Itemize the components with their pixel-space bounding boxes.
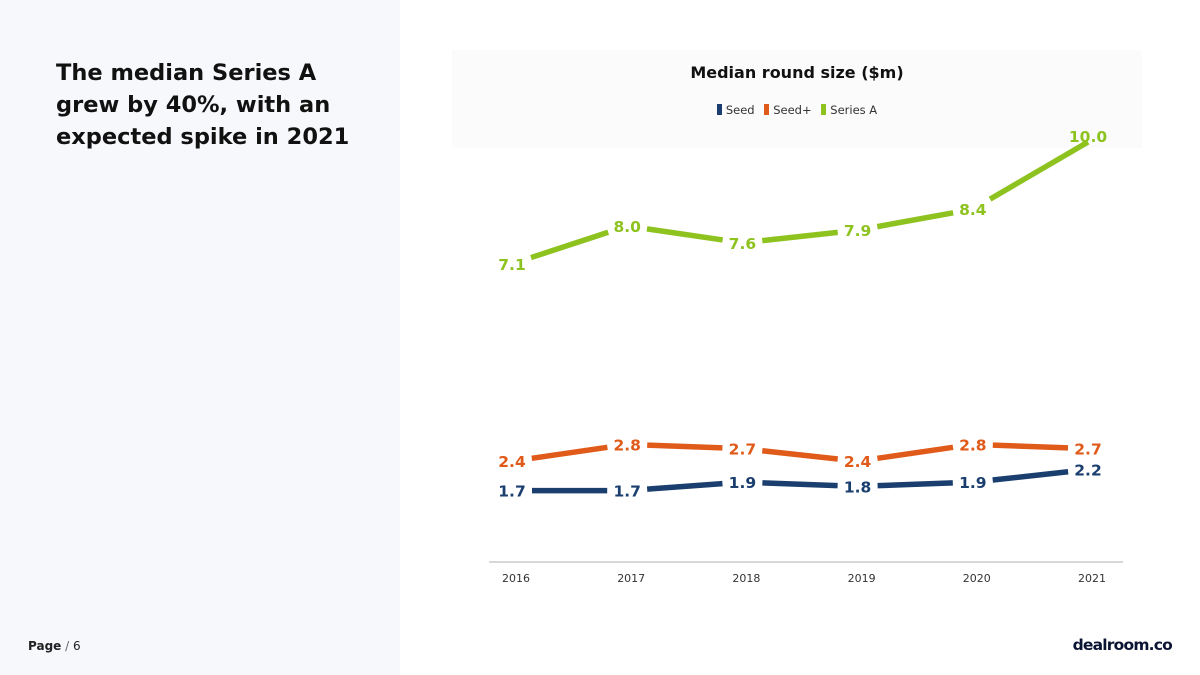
- series-line-series-a: [646, 226, 724, 243]
- dealroom-logo: dealroom.co: [1072, 636, 1173, 654]
- legend-item-seed: Seed: [716, 103, 755, 117]
- series-line-seed-plus: [647, 442, 723, 451]
- data-label-seed-plus: 2.7: [729, 441, 756, 459]
- page-number: 6: [73, 639, 81, 653]
- legend-label-seed-plus: Seed+: [773, 103, 812, 117]
- data-label-series-a: 7.6: [729, 235, 756, 253]
- data-label-series-a: 7.1: [498, 256, 525, 274]
- headline-line-3: expected spike in 2021: [56, 124, 350, 150]
- headline-line-2: grew by 40%, with an: [56, 92, 331, 118]
- series-line-series-a: [876, 210, 954, 230]
- legend-label-series-a: Series A: [830, 103, 878, 117]
- data-label-series-a: 8.0: [613, 218, 641, 236]
- headline: The median Series A grew by 40%, with an…: [56, 57, 376, 153]
- data-label-seed: 1.7: [498, 483, 525, 501]
- x-tick-label: 2021: [1078, 572, 1106, 585]
- data-label-series-a: 7.9: [844, 222, 871, 240]
- chart-legend: Seed Seed+ Series A: [452, 103, 1142, 117]
- data-label-seed-plus: 2.8: [613, 436, 640, 454]
- data-label-seed-plus: 2.4: [844, 453, 872, 471]
- legend-swatch-seed: [716, 104, 722, 115]
- legend-item-series-a: Series A: [821, 103, 877, 117]
- x-tick-label: 2016: [502, 572, 530, 585]
- series-line-series-a: [761, 229, 839, 244]
- x-tick-label: 2018: [732, 572, 760, 585]
- page-label: Page: [28, 639, 62, 653]
- data-label-seed: 1.8: [844, 478, 871, 496]
- legend-label-seed: Seed: [725, 103, 755, 117]
- data-label-seed-plus: 2.7: [1074, 441, 1101, 459]
- series-line-seed: [646, 480, 723, 492]
- data-label-series-a: 10.0: [1069, 128, 1107, 146]
- series-line-seed-plus: [531, 444, 608, 462]
- chart-header-background: [452, 50, 1142, 148]
- series-line-seed-plus: [992, 442, 1069, 451]
- data-label-seed-plus: 2.8: [959, 436, 986, 454]
- data-label-seed-plus: 2.4: [498, 453, 526, 471]
- legend-item-seed-plus: Seed+: [764, 103, 812, 117]
- chart-title: Median round size ($m): [690, 63, 904, 82]
- page-indicator: Page / 6: [28, 639, 81, 653]
- x-tick-label: 2020: [963, 572, 991, 585]
- legend-swatch-seed-plus: [764, 104, 770, 115]
- data-label-seed: 1.7: [613, 483, 640, 501]
- data-label-series-a: 8.4: [959, 201, 987, 219]
- legend-swatch-series-a: [821, 104, 827, 115]
- page-separator: /: [65, 639, 70, 653]
- series-line-seed: [992, 469, 1069, 483]
- series-line-series-a: [530, 229, 610, 261]
- data-label-seed: 2.2: [1074, 462, 1101, 480]
- series-line-seed: [877, 480, 953, 489]
- left-panel: [0, 0, 400, 675]
- data-label-seed: 1.9: [729, 474, 756, 492]
- series-line-series-a: [988, 139, 1090, 202]
- data-label-seed: 1.9: [959, 474, 986, 492]
- series-line-seed-plus: [761, 448, 839, 462]
- series-line-seed-plus: [876, 444, 954, 462]
- series-line-seed: [762, 480, 838, 489]
- headline-line-1: The median Series A: [56, 60, 317, 86]
- x-tick-label: 2017: [617, 572, 645, 585]
- x-tick-label: 2019: [848, 572, 876, 585]
